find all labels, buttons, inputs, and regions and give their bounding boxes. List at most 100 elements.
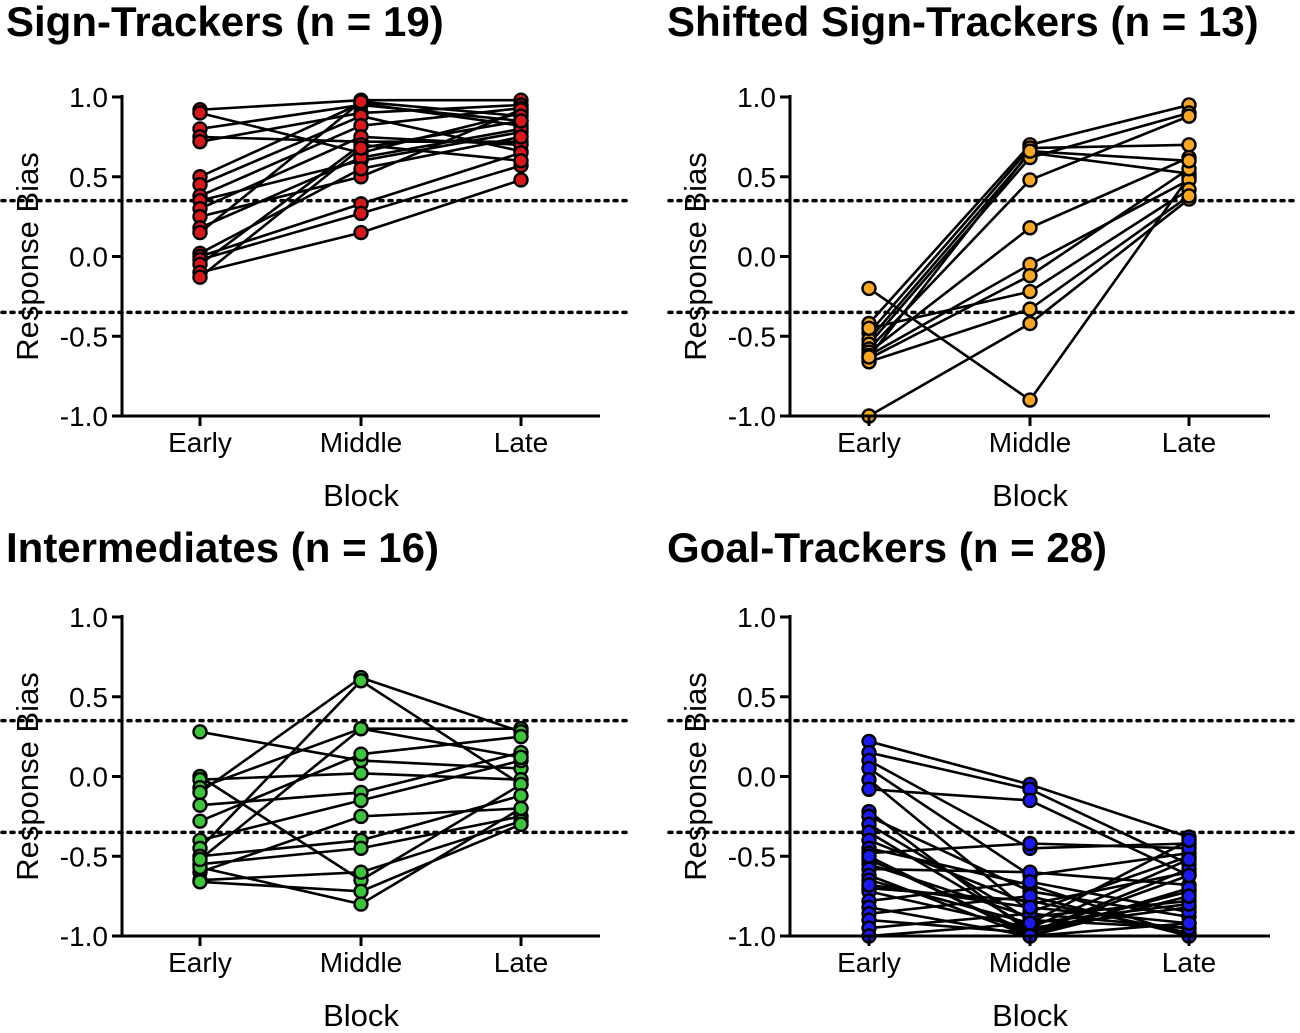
- x-tick-label: Middle: [320, 947, 402, 978]
- data-point: [1022, 301, 1038, 317]
- y-tick-label: -0.5: [728, 841, 776, 872]
- data-point: [1022, 392, 1038, 408]
- data-point: [513, 172, 529, 188]
- y-tick-label: 0.5: [69, 682, 108, 713]
- data-point: [1022, 220, 1038, 236]
- data-point: [1022, 267, 1038, 284]
- data-point: [1022, 915, 1038, 931]
- data-point: [192, 224, 208, 241]
- y-tick-label: 0.5: [737, 682, 776, 713]
- x-tick-label: Middle: [320, 427, 402, 458]
- data-point: [1181, 851, 1197, 868]
- data-point: [861, 349, 877, 365]
- data-point: [1181, 188, 1197, 204]
- y-tick-label: -1.0: [60, 401, 108, 432]
- data-point: [1181, 867, 1197, 884]
- y-axis-label: Response Bias: [10, 152, 45, 361]
- x-tick-label: Early: [837, 947, 901, 978]
- y-tick-label: -0.5: [728, 321, 776, 352]
- panel-title: Shifted Sign-Trackers (n = 13): [667, 0, 1259, 45]
- y-axis-label: Response Bias: [678, 152, 713, 361]
- data-point: [353, 720, 369, 737]
- panel-title: Intermediates (n = 16): [6, 524, 439, 571]
- y-tick-label: 0.0: [737, 762, 776, 793]
- data-point: [1181, 153, 1197, 169]
- data-point: [192, 813, 208, 829]
- panel-shifted-sign-trackers: Shifted Sign-Trackers (n = 13) 1.0 0.5 0.0…: [667, 0, 1300, 513]
- data-point: [1022, 835, 1038, 852]
- y-axis-label: Response Bias: [10, 672, 45, 881]
- data-point: [353, 883, 369, 900]
- data-point: [513, 113, 529, 129]
- data-point: [192, 105, 208, 121]
- data-point: [192, 851, 208, 868]
- x-axis-label: Block: [992, 478, 1068, 513]
- data-point: [353, 840, 369, 856]
- y-tick-label: -1.0: [728, 921, 776, 952]
- data-point: [1181, 888, 1197, 904]
- x-tick-label: Late: [1162, 947, 1217, 978]
- y-axis-label: Response Bias: [678, 672, 713, 881]
- x-axis-label: Block: [992, 998, 1068, 1033]
- y-tick-label: -0.5: [60, 321, 108, 352]
- data-point: [353, 792, 369, 809]
- x-tick-label: Late: [494, 947, 549, 978]
- data-point: [513, 787, 529, 804]
- x-tick-label: Early: [837, 427, 901, 458]
- data-point: [1181, 137, 1197, 153]
- data-point: [513, 800, 529, 817]
- x-axis-label: Block: [323, 998, 399, 1033]
- data-point: [1022, 283, 1038, 300]
- data-point: [861, 320, 877, 336]
- x-tick-label: Late: [1162, 427, 1217, 458]
- data-point: [513, 153, 529, 169]
- data-point: [192, 133, 208, 150]
- data-point: [353, 673, 369, 689]
- y-tick-label: -0.5: [60, 841, 108, 872]
- data-point: [353, 161, 369, 177]
- y-tick-label: 1.0: [737, 82, 776, 113]
- data-point: [861, 280, 877, 297]
- panel-sign-trackers: Sign-Trackers (n = 19) 1.0 0.5 0.0 -0.5 -1.0…: [0, 0, 630, 513]
- data-point: [353, 205, 369, 222]
- data-point: [513, 749, 529, 766]
- data-point: [353, 864, 369, 880]
- data-point: [513, 129, 529, 145]
- x-tick-label: Middle: [989, 947, 1071, 978]
- data-point: [1022, 315, 1038, 332]
- y-tick-label: 0.5: [69, 162, 108, 193]
- y-tick-label: 1.0: [69, 602, 108, 633]
- data-point: [192, 797, 208, 813]
- y-tick-label: 0.0: [69, 762, 108, 793]
- data-point: [353, 224, 369, 241]
- data-point: [353, 808, 369, 825]
- data-point: [861, 848, 877, 864]
- data-point: [1022, 792, 1038, 809]
- data-point: [353, 746, 369, 762]
- data-point: [353, 765, 369, 782]
- panel-title: Sign-Trackers (n = 19): [6, 0, 444, 45]
- data-point: [861, 781, 877, 797]
- x-axis-label: Block: [323, 478, 399, 513]
- data-point: [353, 94, 369, 110]
- panel-title: Goal-Trackers (n = 28): [667, 524, 1107, 571]
- y-tick-label: -1.0: [728, 401, 776, 432]
- data-point: [513, 728, 529, 745]
- x-tick-label: Late: [494, 427, 549, 458]
- y-tick-label: -1.0: [60, 921, 108, 952]
- data-point: [353, 140, 369, 156]
- y-tick-label: 0.0: [69, 242, 108, 273]
- panel-goal-trackers: Goal-Trackers (n = 28) 1.0 0.5 0.0 -0.5 -1.0…: [667, 524, 1300, 1033]
- data-point: [192, 784, 208, 801]
- data-point: [1181, 915, 1197, 931]
- data-point: [1181, 108, 1197, 124]
- x-tick-label: Middle: [989, 427, 1071, 458]
- data-point: [192, 724, 208, 740]
- y-tick-label: 0.5: [737, 162, 776, 193]
- y-tick-label: 1.0: [69, 82, 108, 113]
- data-point: [1022, 899, 1038, 915]
- y-tick-label: 1.0: [737, 602, 776, 633]
- y-tick-label: 0.0: [737, 242, 776, 273]
- data-point: [861, 877, 877, 893]
